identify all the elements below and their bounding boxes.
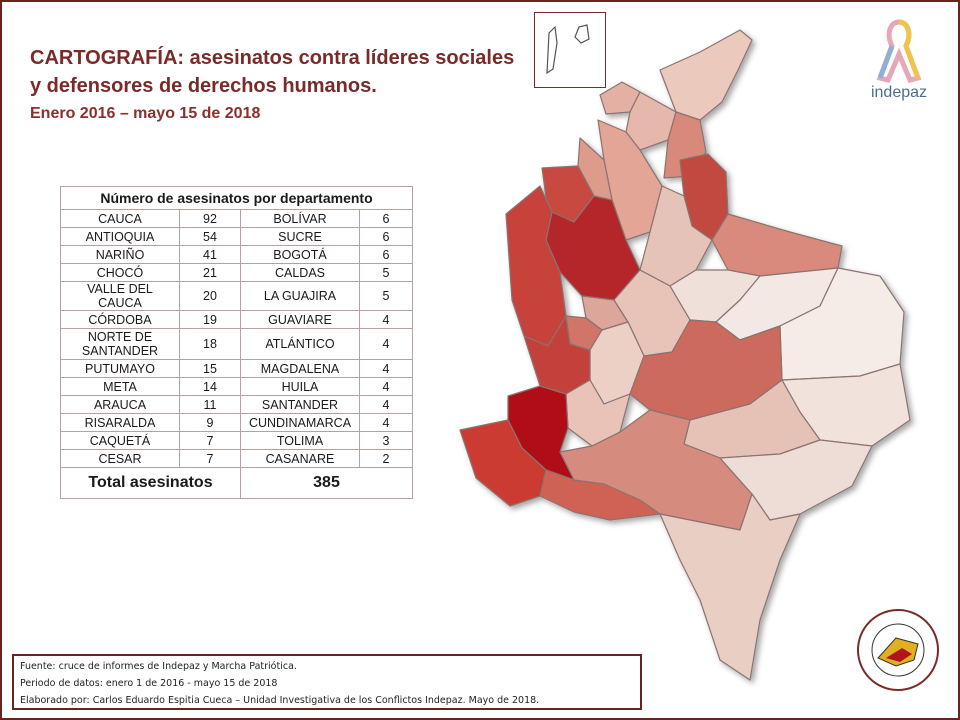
department-count: 20 bbox=[179, 281, 241, 311]
department-name: BOLÍVAR bbox=[240, 209, 360, 228]
total-value: 385 bbox=[240, 467, 413, 499]
date-range: Enero 2016 – mayo 15 de 2018 bbox=[30, 105, 261, 122]
department-name: HUILA bbox=[240, 377, 360, 396]
san-andres-inset bbox=[534, 12, 606, 88]
department-count: 6 bbox=[359, 209, 413, 228]
table-row: PUTUMAYO 15 MAGDALENA 4 bbox=[60, 359, 413, 378]
department-name: NORTE DE SANTANDER bbox=[60, 328, 180, 360]
department-name: CHOCÓ bbox=[60, 263, 180, 282]
source-line-3: Elaborado por: Carlos Eduardo Espitia Cu… bbox=[20, 695, 540, 706]
table-total-row: Total asesinatos 385 bbox=[60, 467, 413, 499]
department-count: 6 bbox=[359, 227, 413, 246]
marcha-seal-icon bbox=[857, 609, 939, 691]
table-header: Número de asesinatos por departamento bbox=[60, 186, 413, 210]
department-name: CÓRDOBA bbox=[60, 310, 180, 329]
total-label: Total asesinatos bbox=[60, 467, 241, 499]
department-name: NARIÑO bbox=[60, 245, 180, 264]
table-row: META 14 HUILA 4 bbox=[60, 377, 413, 396]
table-row: CÓRDOBA 19 GUAVIARE 4 bbox=[60, 310, 413, 329]
region-meta bbox=[629, 319, 783, 421]
table-row: VALLE DEL CAUCA 20 LA GUAJIRA 5 bbox=[60, 281, 413, 311]
title-block: CARTOGRAFÍA: asesinatos contra líderes s… bbox=[30, 44, 514, 126]
department-count: 41 bbox=[179, 245, 241, 264]
table-row: ANTIOQUIA 54 SUCRE 6 bbox=[60, 227, 413, 246]
table-row: CHOCÓ 21 CALDAS 5 bbox=[60, 263, 413, 282]
region-la-guajira bbox=[659, 29, 753, 121]
department-name: RISARALDA bbox=[60, 413, 180, 432]
title-line-1: CARTOGRAFÍA: asesinatos contra líderes s… bbox=[30, 47, 515, 69]
source-line-1: Fuente: cruce de informes de Indepaz y M… bbox=[20, 661, 297, 672]
department-count: 9 bbox=[179, 413, 241, 432]
table-row: RISARALDA 9 CUNDINAMARCA 4 bbox=[60, 413, 413, 432]
department-name: LA GUAJIRA bbox=[240, 281, 360, 311]
department-name: PUTUMAYO bbox=[60, 359, 180, 378]
marcha-patriotica-logo bbox=[856, 608, 940, 692]
department-name: ARAUCA bbox=[60, 395, 180, 414]
table-row: ARAUCA 11 SANTANDER 4 bbox=[60, 395, 413, 414]
department-name: GUAVIARE bbox=[240, 310, 360, 329]
department-name: TOLIMA bbox=[240, 431, 360, 450]
department-count: 18 bbox=[179, 328, 241, 360]
table-row: CAUCA 92 BOLÍVAR 6 bbox=[60, 209, 413, 228]
department-count: 14 bbox=[179, 377, 241, 396]
indepaz-logo-text: indepaz bbox=[870, 84, 928, 101]
department-name: CESAR bbox=[60, 449, 180, 468]
department-name: SANTANDER bbox=[240, 395, 360, 414]
department-name: CAQUETÁ bbox=[60, 431, 180, 450]
department-count: 4 bbox=[359, 328, 413, 360]
department-count: 6 bbox=[359, 245, 413, 264]
department-count: 5 bbox=[359, 263, 413, 282]
department-count: 7 bbox=[179, 449, 241, 468]
homicides-table: Número de asesinatos por departamento CA… bbox=[60, 186, 413, 499]
department-name: META bbox=[60, 377, 180, 396]
department-count: 4 bbox=[359, 310, 413, 329]
indepaz-logo bbox=[862, 14, 936, 110]
department-count: 21 bbox=[179, 263, 241, 282]
region-choco bbox=[505, 185, 567, 347]
department-count: 2 bbox=[359, 449, 413, 468]
department-name: SUCRE bbox=[240, 227, 360, 246]
islands-icon bbox=[546, 24, 590, 75]
table-body: CAUCA 92 BOLÍVAR 6 ANTIOQUIA 54 SUCRE 6 NARIÑO 41… bbox=[60, 209, 413, 468]
department-count: 7 bbox=[179, 431, 241, 450]
department-name: ANTIOQUIA bbox=[60, 227, 180, 246]
department-count: 11 bbox=[179, 395, 241, 414]
department-count: 4 bbox=[359, 413, 413, 432]
department-count: 92 bbox=[179, 209, 241, 228]
table-row: NORTE DE SANTANDER 18 ATLÁNTICO 4 bbox=[60, 328, 413, 360]
department-name: ATLÁNTICO bbox=[240, 328, 360, 360]
department-count: 3 bbox=[359, 431, 413, 450]
department-name: CALDAS bbox=[240, 263, 360, 282]
department-name: BOGOTÁ bbox=[240, 245, 360, 264]
department-name: MAGDALENA bbox=[240, 359, 360, 378]
table-row: NARIÑO 41 BOGOTÁ 6 bbox=[60, 245, 413, 264]
department-count: 54 bbox=[179, 227, 241, 246]
department-count: 19 bbox=[179, 310, 241, 329]
department-name: CASANARE bbox=[240, 449, 360, 468]
source-notes: Fuente: cruce de informes de Indepaz y M… bbox=[12, 654, 642, 710]
department-count: 4 bbox=[359, 359, 413, 378]
region-arauca bbox=[711, 213, 843, 277]
table-row: CAQUETÁ 7 TOLIMA 3 bbox=[60, 431, 413, 450]
department-count: 4 bbox=[359, 395, 413, 414]
department-count: 5 bbox=[359, 281, 413, 311]
source-line-2: Periodo de datos: enero 1 de 2016 - mayo… bbox=[20, 678, 278, 689]
title-line-2: y defensores de derechos humanos. bbox=[30, 75, 377, 97]
department-count: 4 bbox=[359, 377, 413, 396]
department-count: 15 bbox=[179, 359, 241, 378]
department-name: VALLE DEL CAUCA bbox=[60, 281, 180, 311]
department-name: CAUCA bbox=[60, 209, 180, 228]
table-row: CESAR 7 CASANARE 2 bbox=[60, 449, 413, 468]
department-name: CUNDINAMARCA bbox=[240, 413, 360, 432]
region-huila bbox=[565, 379, 631, 447]
region-amazonas bbox=[659, 493, 801, 681]
ribbon-icon bbox=[876, 19, 922, 83]
